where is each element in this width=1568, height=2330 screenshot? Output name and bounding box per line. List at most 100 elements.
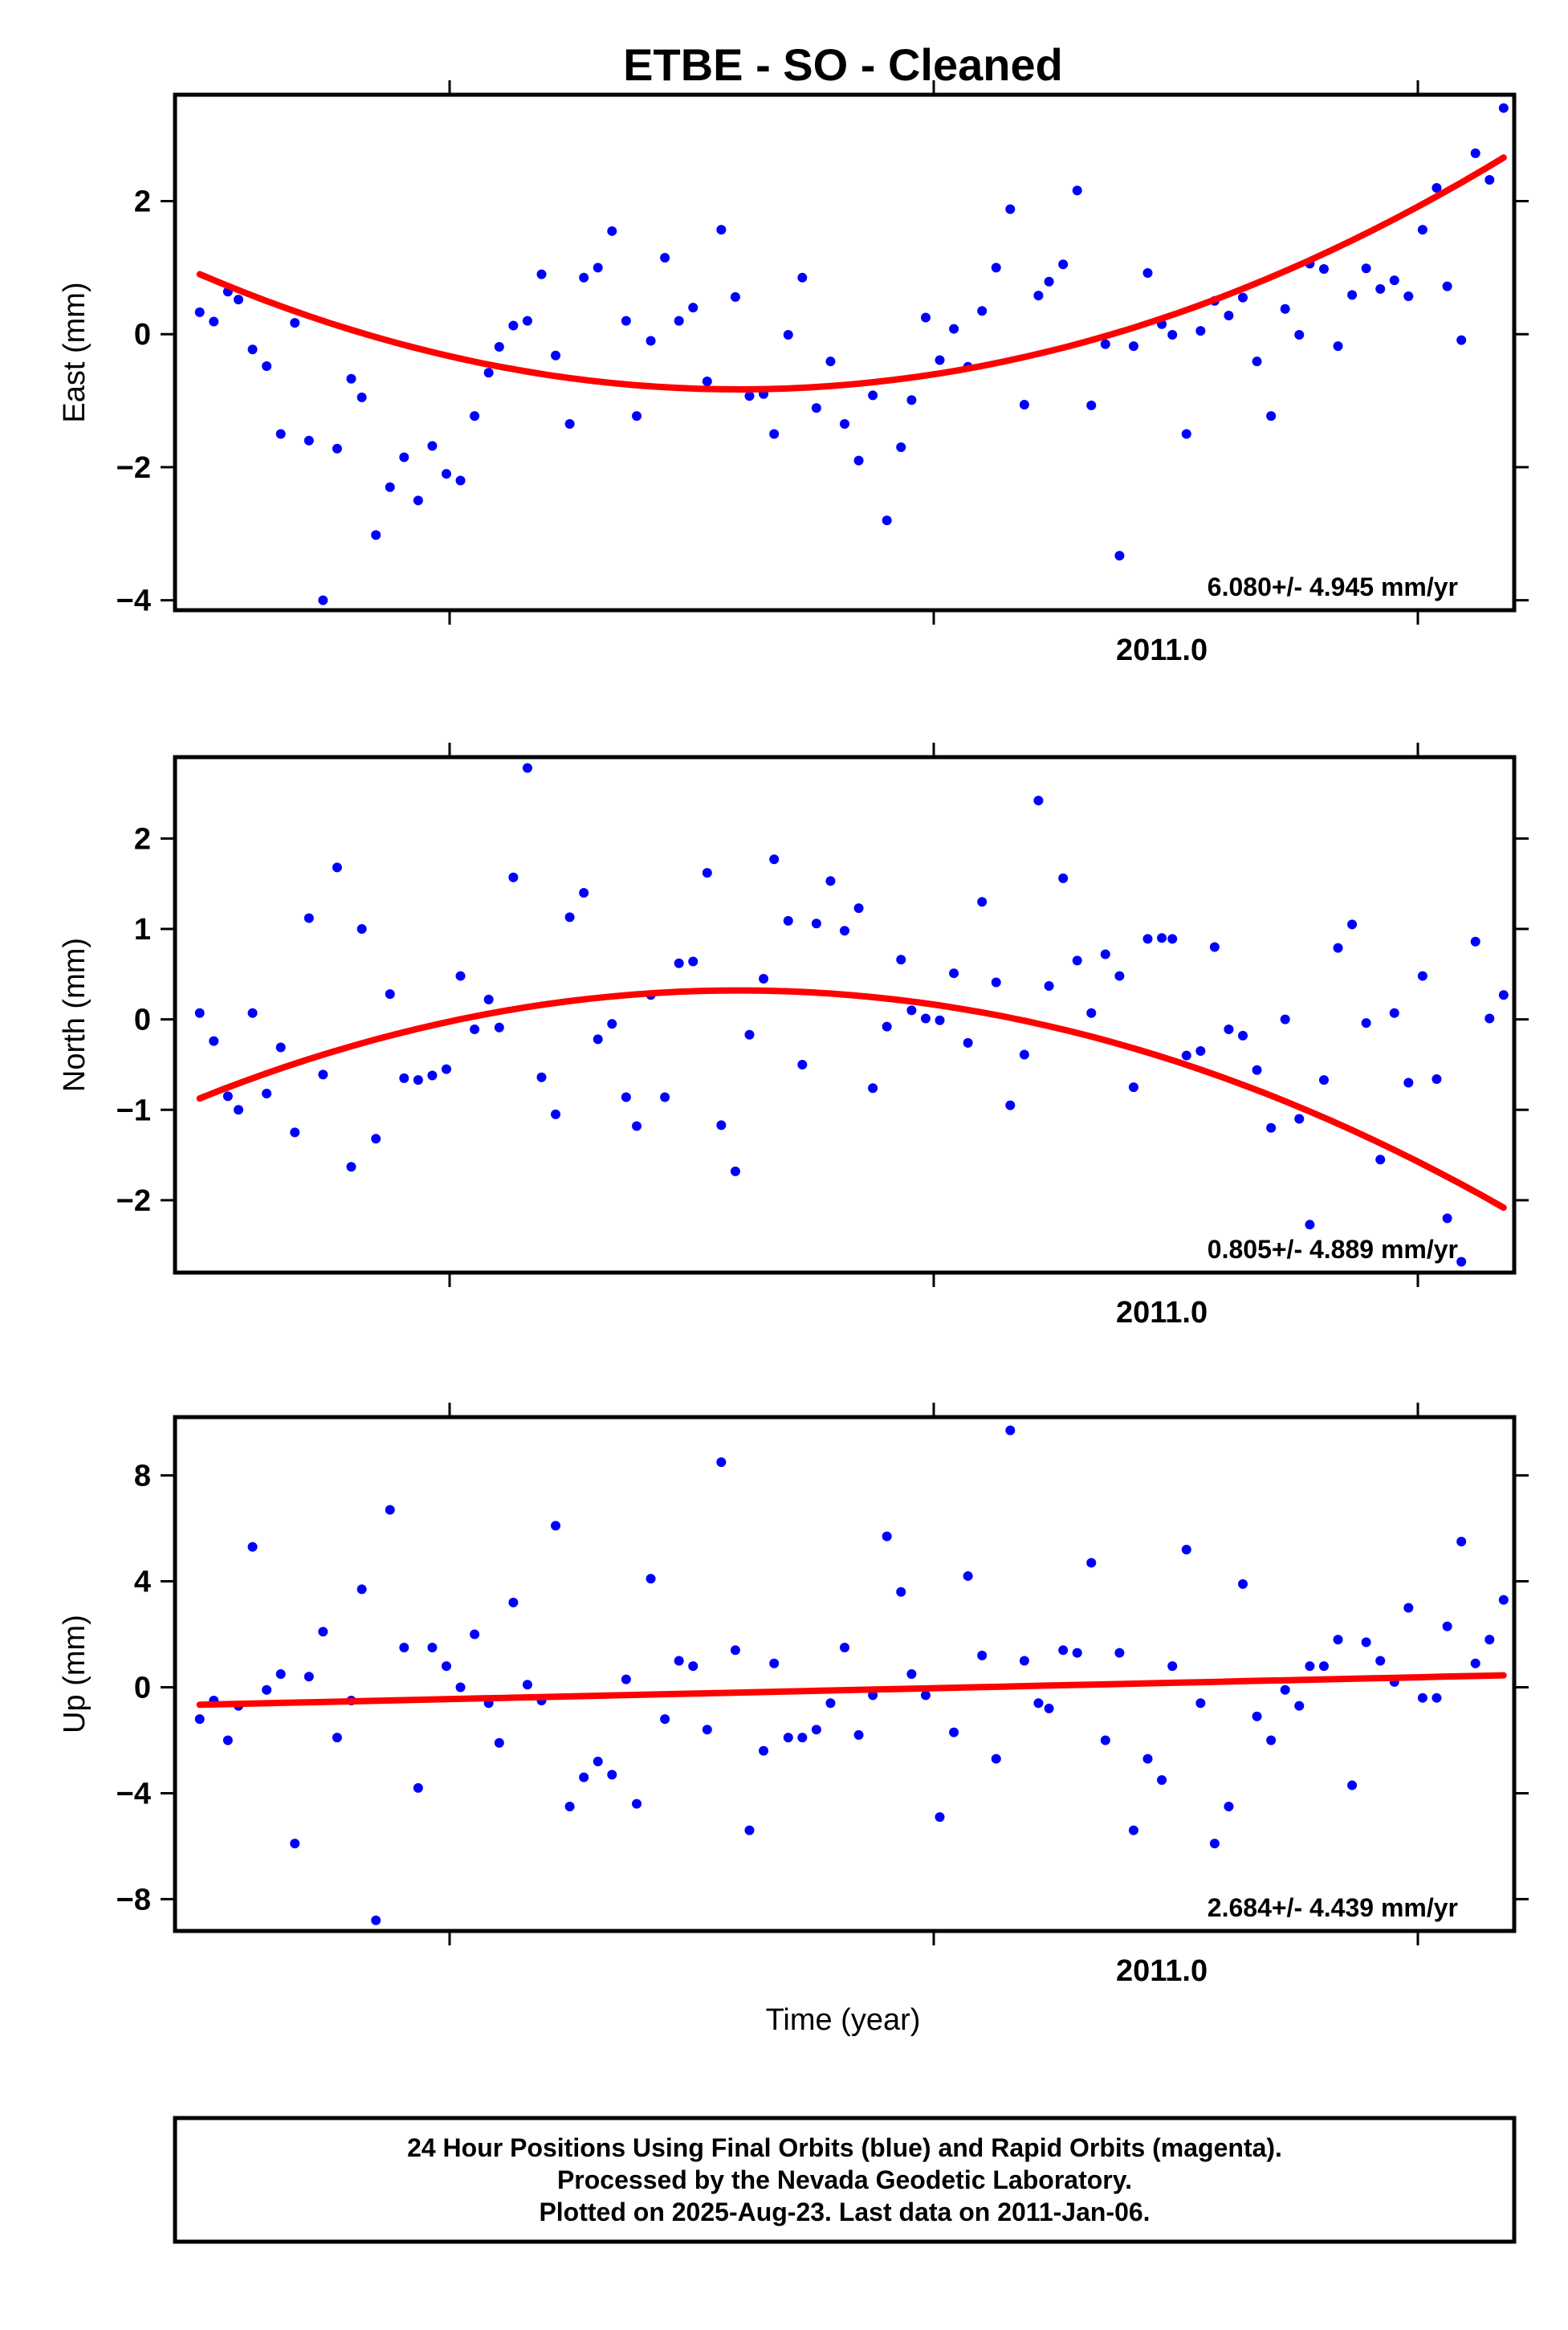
east-data-point (494, 341, 504, 352)
up-data-point (303, 1672, 314, 1682)
north-data-point (318, 1069, 328, 1080)
east-data-point (470, 411, 480, 422)
east-data-point (399, 452, 409, 462)
north-data-point (483, 994, 494, 1004)
east-data-point (1280, 303, 1290, 314)
north-data-point (303, 913, 314, 923)
east-data-point (1005, 204, 1016, 214)
up-data-point (1114, 1648, 1125, 1658)
up-data-point (1498, 1595, 1509, 1605)
up-data-point (840, 1643, 849, 1653)
east-y-tick-label: 0 (134, 318, 151, 352)
up-data-point (730, 1645, 740, 1656)
footer-line-3: Plotted on 2025-Aug-23. Last data on 201… (539, 2198, 1150, 2226)
north-data-point (853, 903, 864, 914)
east-data-point (1195, 326, 1206, 336)
north-data-point (1442, 1213, 1452, 1224)
north-data-point (194, 1008, 205, 1018)
north-data-point (1389, 1008, 1399, 1018)
up-fit-line (196, 1672, 1507, 1709)
north-data-point (621, 1092, 631, 1102)
footer-line-1: 24 Hour Positions Using Final Orbits (bl… (407, 2133, 1282, 2162)
north-y-tick-label: −1 (116, 1094, 151, 1127)
east-panel: −4 −2 0 2 2011.0 East (mm) 6.080+/- 4.945 mm/y… (58, 80, 1529, 667)
north-data-point (1167, 934, 1178, 944)
north-data-point (1128, 1082, 1138, 1093)
east-data-point (1361, 263, 1371, 274)
east-data-point (1498, 103, 1509, 113)
north-data-point (1456, 1257, 1467, 1267)
east-data-point (660, 252, 670, 263)
east-y-tick-label: 2 (134, 185, 151, 219)
east-data-point (303, 435, 314, 446)
east-data-point (853, 455, 864, 466)
north-data-point (1294, 1114, 1305, 1124)
up-data-point (935, 1812, 945, 1823)
north-data-point (632, 1121, 642, 1131)
north-x-tick-label: 2011.0 (1116, 1296, 1208, 1330)
east-data-point (730, 291, 740, 302)
east-data-point (825, 356, 836, 367)
north-data-point (1403, 1077, 1414, 1088)
up-data-point (494, 1737, 504, 1748)
north-data-point (797, 1059, 808, 1069)
north-data-point (290, 1127, 300, 1138)
north-data-point (1375, 1155, 1386, 1165)
east-data-point (290, 318, 300, 328)
north-data-point (1417, 971, 1427, 981)
up-data-point (716, 1457, 727, 1468)
north-data-point (840, 926, 849, 936)
up-data-point (1044, 1703, 1054, 1713)
up-data-point (356, 1584, 367, 1595)
up-data-point (783, 1733, 793, 1743)
north-data-point (1072, 955, 1082, 966)
east-y-tick-label: −2 (116, 451, 151, 485)
north-data-point (1005, 1100, 1016, 1110)
up-data-point (1072, 1648, 1082, 1658)
north-data-point (1305, 1220, 1315, 1230)
east-data-point (234, 295, 244, 305)
up-data-point (1294, 1701, 1305, 1711)
up-data-point (1485, 1635, 1495, 1645)
east-data-point (427, 441, 438, 451)
north-data-point (551, 1109, 561, 1119)
north-data-point (991, 977, 1001, 988)
up-data-point (1432, 1693, 1442, 1703)
up-data-point (1361, 1637, 1371, 1648)
up-data-point (906, 1669, 917, 1679)
up-data-point (963, 1570, 973, 1581)
north-data-point (660, 1092, 670, 1102)
east-plot-frame (173, 92, 1517, 613)
east-data-point (1128, 341, 1138, 352)
up-rate-label: 2.684+/- 4.439 mm/yr (1208, 1893, 1458, 1922)
up-data-point (247, 1542, 258, 1552)
east-data-point (247, 344, 258, 355)
north-y-tick-label: 1 (134, 913, 151, 947)
north-data-point (470, 1024, 480, 1035)
east-data-point (977, 306, 988, 316)
east-data-point (688, 303, 698, 313)
east-data-point (455, 475, 466, 486)
north-data-point (730, 1166, 740, 1176)
up-data-point (1333, 1635, 1343, 1645)
east-data-point (593, 263, 603, 273)
east-data-point (1167, 330, 1178, 340)
footer-frame (173, 2116, 1517, 2244)
up-data-point (632, 1798, 642, 1809)
up-plot-frame (173, 1415, 1517, 1933)
up-data-point (1209, 1839, 1220, 1849)
up-data-point (1224, 1801, 1234, 1811)
east-data-point (209, 316, 219, 327)
east-data-point (1019, 400, 1029, 410)
up-data-point (1005, 1425, 1016, 1436)
up-data-point (318, 1627, 328, 1637)
east-data-point (508, 320, 519, 331)
east-data-points (194, 103, 1509, 605)
up-data-point (674, 1656, 684, 1666)
north-data-point (1252, 1065, 1262, 1075)
north-data-point (1209, 942, 1220, 952)
east-data-point (551, 350, 561, 360)
up-data-point (1100, 1735, 1110, 1745)
north-data-point (1157, 933, 1167, 943)
north-data-point (399, 1073, 409, 1083)
